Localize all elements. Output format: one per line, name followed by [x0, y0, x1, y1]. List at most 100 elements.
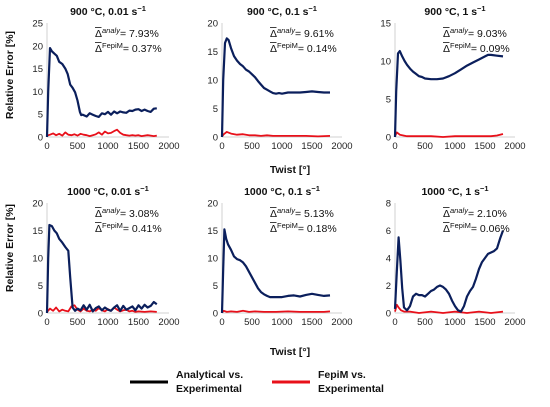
y-tick-label: 4 [386, 254, 391, 265]
y-tick-label: 5 [38, 110, 43, 121]
y-tick-label: 0 [38, 133, 43, 144]
series-analytical [220, 37, 330, 138]
y-tick-label: 15 [207, 226, 218, 237]
y-tick-label: 25 [32, 19, 43, 30]
panel-title: 1000 °C, 1 s−1 [421, 184, 488, 198]
annotation-analytical: Δanaly= 5.13% [270, 206, 334, 220]
annotation-fepim: ΔFepiM= 0.37% [95, 41, 162, 55]
x-tick-label: 1500 [301, 317, 322, 328]
panel-title: 900 °C, 1 s−1 [424, 4, 485, 18]
y-tick-label: 20 [32, 199, 43, 210]
series-analytical [45, 223, 158, 314]
panel-2: 0 5 10 15 20 0 500 1000 1500 2000 900 °C, 0.1 s−1 Δ… [207, 4, 352, 152]
y-tick-label: 5 [386, 95, 391, 106]
annotation-fepim: ΔFepiM= 0.09% [443, 41, 510, 55]
y-tick-label: 5 [38, 281, 43, 292]
x-tick-label: 1000 [97, 141, 118, 152]
x-tick-label: 2000 [158, 317, 179, 328]
panel-title: 900 °C, 0.01 s−1 [70, 4, 146, 18]
series-fepim [221, 309, 331, 314]
y-tick-label: 10 [32, 254, 43, 265]
panel-title: 1000 °C, 0.01 s−1 [67, 184, 149, 198]
panel-4: 0 5 10 15 20 0 500 1000 1500 2000 1000 °C, 0.01 s−… [32, 184, 179, 328]
x-axis-label-top: Twist [°] [270, 164, 310, 176]
y-tick-label: 10 [207, 254, 218, 265]
y-tick-label: 20 [207, 19, 218, 30]
annotation-analytical: Δanaly= 9.03% [443, 26, 507, 40]
y-tick-label: 15 [380, 19, 391, 30]
y-tick-label: 10 [207, 76, 218, 87]
annotation-analytical: Δanaly= 2.10% [443, 206, 507, 220]
annotation-analytical: Δanaly= 3.08% [95, 206, 159, 220]
x-tick-label: 1500 [128, 317, 149, 328]
y-axis-label-bottom: Relative Error [%] [4, 204, 16, 292]
x-tick-label: 1500 [474, 317, 495, 328]
panel-5: 0 5 10 15 20 0 500 1000 1500 2000 1000 °C, 0.1 s−1… [207, 184, 352, 328]
y-tick-label: 6 [386, 226, 391, 237]
y-tick-label: 20 [32, 41, 43, 52]
y-tick-label: 5 [213, 281, 218, 292]
annotation-analytical: Δanaly= 9.61% [270, 26, 334, 40]
y-tick-label: 0 [386, 133, 391, 144]
x-tick-label: 500 [70, 317, 86, 328]
annotation-fepim: ΔFepiM= 0.14% [270, 41, 337, 55]
series-fepim [46, 304, 157, 313]
panel-6: 0 2 4 6 8 0 500 1000 1500 2000 1000 °C, 1 s−1 Δanal… [386, 184, 526, 328]
y-tick-label: 15 [207, 47, 218, 58]
x-tick-label: 1000 [444, 141, 465, 152]
series-analytical [45, 46, 157, 138]
legend-label-analytical-line2: Experimental [176, 383, 242, 395]
series-fepim [394, 131, 504, 138]
series-fepim [221, 130, 331, 138]
x-tick-label: 1000 [271, 141, 292, 152]
x-axis-label-bottom: Twist [°] [270, 346, 310, 358]
x-tick-label: 0 [219, 317, 224, 328]
x-tick-label: 2000 [504, 317, 525, 328]
legend: Analytical vs. Experimental FepiM vs. Ex… [130, 369, 384, 395]
legend-label-analytical-line1: Analytical vs. [176, 369, 243, 381]
legend-label-fepim-line1: FepiM vs. [318, 369, 366, 381]
x-tick-label: 2000 [504, 141, 525, 152]
x-tick-label: 1000 [271, 317, 292, 328]
y-tick-label: 10 [380, 57, 391, 68]
x-tick-label: 1500 [301, 141, 322, 152]
x-tick-label: 0 [219, 141, 224, 152]
x-tick-label: 1000 [444, 317, 465, 328]
y-tick-label: 2 [386, 281, 391, 292]
y-tick-label: 0 [213, 309, 218, 320]
x-tick-label: 500 [70, 141, 86, 152]
legend-label-fepim-line2: Experimental [318, 383, 384, 395]
x-tick-label: 0 [44, 141, 49, 152]
annotation-fepim: ΔFepiM= 0.41% [95, 221, 162, 235]
x-tick-label: 1500 [474, 141, 495, 152]
series-analytical [393, 49, 504, 138]
annotation-fepim: ΔFepiM= 0.18% [270, 221, 337, 235]
x-tick-label: 2000 [331, 141, 352, 152]
panel-title: 900 °C, 0.1 s−1 [247, 4, 317, 18]
x-tick-label: 500 [244, 141, 260, 152]
x-tick-label: 500 [417, 141, 433, 152]
y-tick-label: 0 [213, 133, 218, 144]
series-analytical [220, 228, 331, 314]
y-tick-label: 10 [32, 87, 43, 98]
series-analytical [393, 230, 505, 313]
x-tick-label: 0 [392, 141, 397, 152]
panel-1: 0 5 10 15 20 25 0 500 1000 1500 2000 900 °C, 0.01 s… [32, 4, 179, 152]
y-axis-label-top: Relative Error [%] [4, 31, 16, 119]
y-tick-label: 0 [386, 309, 391, 320]
y-tick-label: 15 [32, 64, 43, 75]
panel-title: 1000 °C, 0.1 s−1 [244, 184, 320, 198]
series-fepim [46, 128, 157, 138]
annotation-analytical: Δanaly= 7.93% [95, 26, 159, 40]
series-fepim [394, 303, 504, 314]
y-tick-label: 5 [213, 104, 218, 115]
x-tick-label: 500 [244, 317, 260, 328]
panel-3: 0 5 10 15 0 500 1000 1500 2000 900 °C, 1 s−1 Δanal… [380, 4, 525, 152]
x-tick-label: 500 [417, 317, 433, 328]
x-tick-label: 1500 [128, 141, 149, 152]
x-tick-label: 0 [44, 317, 49, 328]
y-tick-label: 8 [386, 199, 391, 210]
x-tick-label: 1000 [97, 317, 118, 328]
